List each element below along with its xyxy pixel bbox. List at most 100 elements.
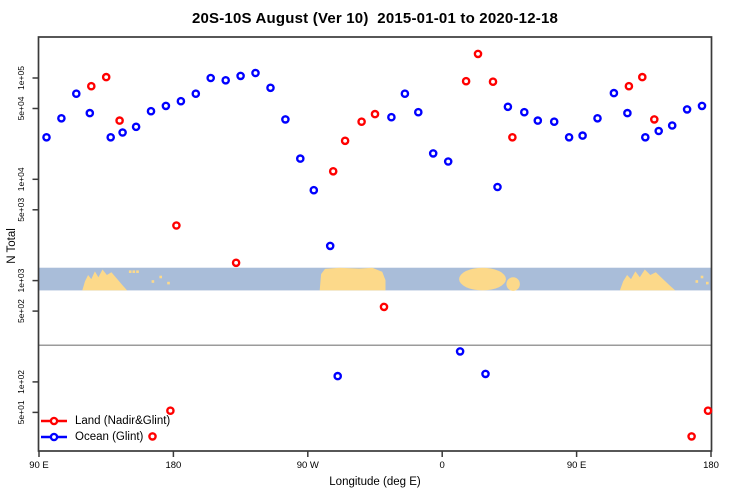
x-tick-label: 90 E	[29, 460, 49, 471]
ocean-data-point	[564, 132, 574, 142]
y-tick-label: 1e+02	[16, 370, 26, 394]
y-tick-label: 1e+04	[16, 167, 26, 191]
legend: Land (Nadir&Glint) Ocean (Glint)	[40, 413, 170, 445]
ocean-data-point	[400, 89, 410, 98]
land-data-point	[231, 258, 241, 268]
land-data-point	[473, 49, 483, 59]
land-data-point	[148, 432, 157, 441]
map-land-melanesia	[167, 281, 170, 285]
land-data-point	[328, 166, 338, 176]
ocean-data-point	[578, 131, 587, 140]
ocean-data-point	[533, 116, 543, 125]
ocean-data-point	[520, 107, 529, 117]
map-land-new-guinea	[136, 270, 139, 273]
ocean-data-point	[623, 108, 632, 118]
ocean-data-point	[281, 115, 290, 124]
ocean-data-point	[221, 76, 230, 85]
map-land-melanesia	[159, 275, 162, 279]
land-series-symbol-icon	[41, 416, 67, 426]
plot-box	[37, 36, 713, 452]
ocean-data-point	[413, 107, 423, 117]
ocean-data-point	[42, 132, 51, 142]
ocean-series-symbol-icon	[41, 432, 67, 442]
map-land-melanesia-2	[706, 281, 709, 285]
ocean-data-point	[428, 149, 438, 158]
land-data-point	[703, 406, 713, 416]
map-land-new-guinea	[128, 270, 132, 273]
y-tick-label: 5e+03	[16, 198, 26, 222]
land-data-point	[87, 81, 96, 91]
land-data-point	[172, 221, 181, 230]
y-tick-label: 1e+03	[16, 268, 26, 292]
ocean-data-point	[387, 112, 396, 122]
ocean-data-point	[309, 185, 319, 195]
land-data-point	[357, 117, 366, 126]
ocean-data-point	[251, 68, 260, 78]
land-data-point	[370, 109, 380, 119]
map-land-africa	[459, 267, 506, 291]
ocean-data-point	[697, 101, 707, 111]
ocean-data-point	[503, 102, 513, 112]
ocean-data-point	[72, 89, 81, 98]
map-land-south-america	[319, 267, 386, 291]
legend-item-land: Land (Nadir&Glint)	[40, 413, 170, 429]
x-tick-label: 90 E	[567, 460, 587, 471]
land-data-point	[101, 72, 111, 82]
legend-label-land: Land (Nadir&Glint)	[75, 415, 171, 427]
map-land-australia-2	[619, 269, 676, 291]
ocean-data-point	[57, 114, 66, 123]
map-land-australia	[82, 269, 128, 291]
land-data-point	[687, 432, 696, 441]
y-tick-label: 5e+04	[16, 96, 26, 120]
ocean-data-point	[176, 96, 186, 106]
x-tick-label: 180	[703, 460, 719, 471]
ocean-data-point	[118, 128, 127, 137]
x-tick-label: 0	[440, 460, 445, 471]
legend-item-ocean: Ocean (Glint)	[40, 429, 170, 445]
ocean-data-point	[333, 371, 343, 381]
ocean-data-point	[295, 154, 305, 163]
land-data-point	[508, 132, 517, 142]
land-data-point	[488, 77, 498, 86]
ocean-data-point	[682, 105, 692, 114]
ocean-data-point	[593, 114, 602, 123]
ocean-data-point	[654, 126, 664, 136]
map-land-melanesia-2	[695, 280, 699, 283]
ocean-data-point	[641, 132, 650, 142]
ocean-data-point	[266, 83, 275, 93]
ocean-data-point	[325, 241, 335, 251]
map-land-new-guinea	[132, 270, 136, 273]
legend-label-ocean: Ocean (Glint)	[75, 431, 144, 443]
y-tick-label: 5e+01	[16, 400, 26, 424]
ocean-data-point	[191, 89, 201, 98]
ocean-data-point	[85, 108, 95, 118]
ocean-data-point	[667, 121, 677, 130]
ocean-data-point	[146, 106, 156, 116]
y-tick-label: 1e+05	[16, 66, 26, 90]
land-data-point	[624, 81, 634, 91]
ocean-data-point	[106, 132, 115, 142]
ocean-data-point	[443, 157, 453, 166]
land-data-point	[340, 136, 350, 146]
map-land-madagascar	[506, 277, 520, 291]
y-tick-label: 5e+02	[16, 299, 26, 323]
x-tick-label: 180	[165, 460, 181, 471]
ocean-data-point	[131, 122, 141, 132]
x-tick-label: 90 W	[297, 460, 319, 471]
land-data-point	[166, 406, 175, 416]
chart-title: 20S-10S August (Ver 10) 2015-01-01 to 20…	[191, 10, 559, 27]
ocean-data-point	[161, 101, 171, 111]
ocean-data-point	[455, 347, 465, 356]
ocean-data-point	[206, 73, 215, 83]
ocean-data-point	[481, 369, 490, 379]
land-data-point	[638, 72, 647, 82]
map-land-melanesia-2	[700, 275, 704, 279]
ocean-data-point	[549, 117, 559, 126]
land-data-point	[461, 76, 471, 86]
map-land-melanesia	[151, 280, 155, 283]
ocean-data-point	[609, 88, 619, 98]
x-axis-label: Longitude (deg E)	[329, 476, 421, 488]
land-data-point	[379, 302, 389, 312]
